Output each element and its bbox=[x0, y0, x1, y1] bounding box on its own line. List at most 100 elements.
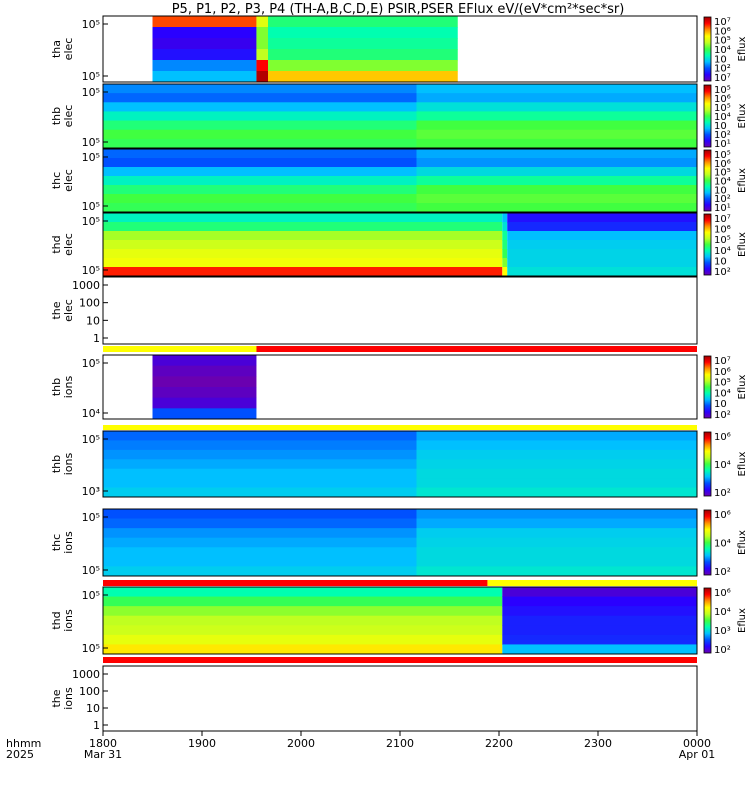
spectrogram-band bbox=[417, 167, 698, 176]
status-segment-yellow bbox=[103, 425, 697, 430]
status-segment-red bbox=[103, 657, 697, 663]
panel-label: thd elec bbox=[50, 233, 75, 256]
spectrogram-band bbox=[502, 597, 697, 607]
spectrogram-band bbox=[103, 111, 417, 121]
colorbar bbox=[704, 432, 711, 496]
spectrogram-band bbox=[153, 376, 257, 387]
spectrogram-band bbox=[417, 519, 698, 529]
spectrogram-band bbox=[103, 459, 417, 469]
status-segment-yellow bbox=[487, 580, 697, 586]
spectrogram-band bbox=[103, 249, 502, 258]
spectrogram-band bbox=[103, 509, 417, 519]
spectrogram-band bbox=[103, 440, 417, 450]
spectrogram-band bbox=[153, 49, 257, 60]
spectrogram-band bbox=[507, 240, 697, 249]
spectrogram-band bbox=[103, 267, 502, 276]
colorbar-tick-label: 10¹ bbox=[714, 139, 731, 150]
colorbar-tick-label: 10⁷ bbox=[714, 73, 731, 84]
spectrogram-band bbox=[417, 538, 698, 548]
x-tick-label: 2100 bbox=[386, 737, 414, 750]
panel-the-ions: 1000100101the ions bbox=[50, 666, 697, 732]
spectrogram-band bbox=[103, 102, 417, 112]
spectrogram-band bbox=[417, 93, 698, 103]
panel-frame bbox=[103, 666, 697, 731]
colorbar-tick-label: 10² bbox=[714, 567, 731, 578]
spectrogram-band bbox=[256, 60, 268, 71]
y-tick-label: 10 bbox=[86, 702, 100, 715]
colorbar-unit: Eflux bbox=[737, 608, 748, 633]
y-tick-label: 10⁵ bbox=[82, 642, 100, 655]
colorbar-tick-label: 10⁴ bbox=[714, 607, 731, 618]
colorbar-unit: Eflux bbox=[737, 530, 748, 555]
spectrogram-band bbox=[318, 27, 458, 38]
y-tick-label: 1000 bbox=[72, 668, 100, 681]
time-axis: hhmm 2025 1800Mar 31 1900 2000 2100 2200 2300… bbox=[6, 731, 715, 761]
status-segment-red bbox=[103, 580, 487, 586]
spectrogram-band bbox=[103, 167, 417, 176]
spectrogram-band bbox=[103, 130, 417, 140]
colorbar bbox=[704, 588, 711, 653]
spectrogram-band bbox=[153, 366, 257, 377]
colorbar-tick-label: 10⁷ bbox=[714, 356, 731, 367]
spectrogram-band bbox=[417, 139, 698, 149]
colorbar bbox=[704, 150, 711, 211]
colorbar-tick-label: 10¹ bbox=[714, 203, 731, 214]
y-tick-label: 10⁵ bbox=[82, 18, 100, 31]
colorbar-unit: Eflux bbox=[737, 374, 748, 399]
spectrogram-band bbox=[417, 488, 698, 498]
spectrogram-band bbox=[153, 16, 257, 27]
spectrogram-band bbox=[103, 194, 417, 203]
colorbar-tick-label: 10³ bbox=[714, 626, 731, 637]
spectrogram-band bbox=[103, 450, 417, 460]
panel-label-species: ions bbox=[62, 375, 75, 398]
spectrogram-band bbox=[103, 258, 502, 267]
panel-label: thc elec bbox=[50, 169, 75, 192]
spectrogram-band bbox=[417, 185, 698, 194]
spectrogram-band bbox=[103, 222, 502, 231]
spectrogram-band bbox=[417, 566, 698, 576]
spectrogram-band bbox=[502, 213, 507, 222]
colorbar-tick-label: 10⁳ bbox=[714, 256, 727, 267]
spectrogram-band bbox=[103, 625, 502, 635]
spectrogram-band bbox=[502, 644, 697, 654]
spectrogram-band bbox=[502, 231, 507, 240]
panel-label-species: ions bbox=[62, 531, 75, 554]
spectrogram-band bbox=[153, 71, 257, 82]
y-tick-label: 10⁵ bbox=[82, 264, 100, 277]
y-tick-label: 10³ bbox=[82, 485, 100, 498]
panel-status-b bbox=[103, 425, 697, 430]
panel-thc-elec: 10⁵10⁵thc elec10⁵10⁶10⁵10⁴10⁳10²10¹Eflux bbox=[50, 149, 748, 214]
colorbar-tick-label: 10⁶ bbox=[714, 225, 731, 236]
spectrogram-band bbox=[502, 606, 697, 616]
panel-label-species: elec bbox=[62, 169, 75, 192]
spectrogram-band bbox=[318, 60, 458, 71]
colorbar-unit-label: Eflux bbox=[737, 451, 748, 476]
colorbar-unit: Eflux bbox=[737, 232, 748, 257]
colorbar-tick-label: 10² bbox=[714, 410, 731, 421]
spectrogram-band bbox=[417, 130, 698, 140]
spectrogram-band bbox=[103, 597, 502, 607]
colorbar bbox=[704, 17, 711, 81]
spectrogram-band bbox=[318, 16, 458, 27]
spectrogram-band bbox=[153, 387, 257, 398]
spectrogram-band bbox=[153, 38, 257, 49]
colorbar-unit: Eflux bbox=[737, 36, 748, 61]
y-tick-label: 10⁵ bbox=[82, 433, 100, 446]
x-axis-label-year: 2025 bbox=[6, 748, 34, 761]
plot-title: P5, P1, P2, P3, P4 (TH-A,B,C,D,E) PSIR,P… bbox=[172, 2, 625, 17]
panel-thd-ions: 10⁵ 10⁵ thd ions 10⁶ 10⁴ 10³ 10² Eflux bbox=[50, 587, 748, 656]
colorbar-unit-label: Eflux bbox=[737, 608, 748, 633]
spectrogram-band bbox=[417, 509, 698, 519]
spectrogram-band bbox=[103, 231, 502, 240]
spectrogram-band bbox=[502, 258, 507, 267]
y-tick-label: 10⁵ bbox=[82, 215, 100, 228]
colorbar-tick-label: 10⁶ bbox=[714, 510, 731, 521]
spectrogram-band bbox=[268, 16, 318, 27]
spectrogram-band bbox=[502, 587, 697, 597]
spectrogram-band bbox=[103, 431, 417, 441]
spectrogram-band bbox=[417, 450, 698, 460]
panel-label: thd ions bbox=[50, 609, 75, 632]
spectrogram-band bbox=[507, 267, 697, 276]
y-tick-label: 10⁵ bbox=[82, 200, 100, 213]
